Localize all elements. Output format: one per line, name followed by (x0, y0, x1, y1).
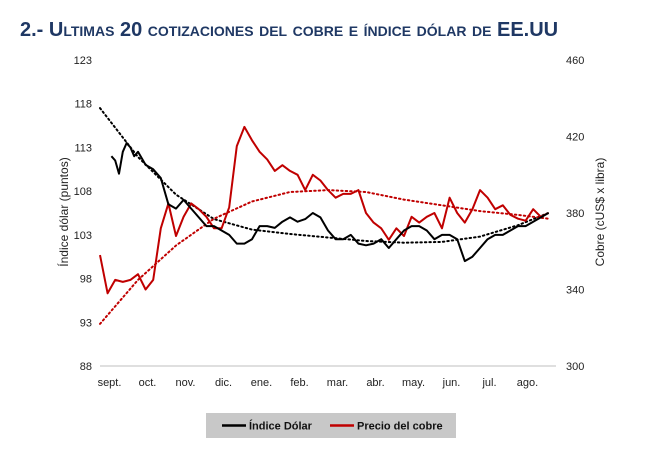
x-tick-label: dic. (215, 377, 232, 389)
y-left-tick-label: 93 (80, 317, 92, 329)
y-axis-right-label: Cobre (cUS$ x libra) (593, 158, 607, 267)
y-left-tick-label: 118 (74, 99, 92, 111)
series-line-copper (99, 125, 549, 295)
x-tick-label: feb. (290, 377, 308, 389)
chart-title: 2.- Ultimas 20 cotizaciones del cobre e … (20, 19, 559, 41)
series-line-dollar (110, 142, 549, 263)
y-right-tick-label: 420 (566, 132, 584, 144)
series (99, 125, 549, 295)
y-left-tick-label: 123 (74, 55, 92, 67)
x-tick-label: ago. (517, 377, 538, 389)
y-axis-left-label: Índice dólar (puntos) (56, 157, 71, 266)
x-tick-label: nov. (176, 377, 196, 389)
x-tick-label: sept. (98, 377, 122, 389)
x-tick-label: ene. (251, 377, 272, 389)
y-left-tick-label: 98 (80, 274, 92, 286)
y-left-tick-label: 88 (80, 361, 92, 373)
right-axis: 300 340 380 420 460 (566, 55, 584, 373)
y-right-tick-label: 300 (566, 361, 584, 373)
trendlines (99, 107, 550, 325)
x-axis: sept. oct. nov. dic. ene. feb. mar. abr. may. jun… (98, 377, 539, 389)
left-axis: 88 93 98 103 108 113 118 123 (74, 55, 92, 373)
y-right-tick-label: 380 (566, 208, 584, 220)
y-left-tick-label: 113 (74, 142, 92, 154)
x-tick-label: jul. (481, 377, 496, 389)
y-right-tick-label: 460 (566, 55, 584, 67)
y-right-tick-label: 340 (566, 285, 584, 297)
x-tick-label: abr. (366, 377, 384, 389)
x-tick-label: oct. (139, 377, 157, 389)
x-tick-label: jun. (442, 377, 461, 389)
legend-label-copper: Precio del cobre (357, 421, 443, 433)
y-left-tick-label: 108 (74, 186, 92, 198)
x-tick-label: may. (402, 377, 425, 389)
legend-label-dollar: Índice Dólar (249, 420, 313, 433)
trendline-dollar (99, 107, 550, 244)
legend: Índice Dólar Precio del cobre (206, 413, 456, 438)
x-tick-label: mar. (327, 377, 348, 389)
y-left-tick-label: 103 (74, 230, 92, 242)
